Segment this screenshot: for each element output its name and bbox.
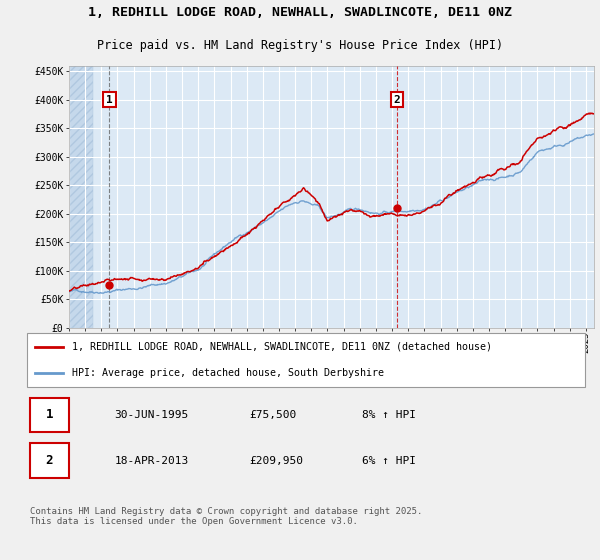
- Text: 2: 2: [46, 454, 53, 467]
- Text: £75,500: £75,500: [250, 410, 297, 420]
- Text: HPI: Average price, detached house, South Derbyshire: HPI: Average price, detached house, Sout…: [72, 368, 384, 378]
- Text: £209,950: £209,950: [250, 455, 304, 465]
- Text: 1, REDHILL LODGE ROAD, NEWHALL, SWADLINCOTE, DE11 0NZ: 1, REDHILL LODGE ROAD, NEWHALL, SWADLINC…: [88, 6, 512, 20]
- Text: 1: 1: [46, 408, 53, 421]
- Text: 18-APR-2013: 18-APR-2013: [114, 455, 188, 465]
- Text: 8% ↑ HPI: 8% ↑ HPI: [362, 410, 416, 420]
- Text: Price paid vs. HM Land Registry's House Price Index (HPI): Price paid vs. HM Land Registry's House …: [97, 39, 503, 53]
- Text: 1, REDHILL LODGE ROAD, NEWHALL, SWADLINCOTE, DE11 0NZ (detached house): 1, REDHILL LODGE ROAD, NEWHALL, SWADLINC…: [72, 342, 492, 352]
- Text: 2: 2: [394, 95, 400, 105]
- Text: Contains HM Land Registry data © Crown copyright and database right 2025.
This d: Contains HM Land Registry data © Crown c…: [29, 507, 422, 526]
- Text: 6% ↑ HPI: 6% ↑ HPI: [362, 455, 416, 465]
- FancyBboxPatch shape: [29, 398, 69, 432]
- FancyBboxPatch shape: [29, 444, 69, 478]
- Text: 30-JUN-1995: 30-JUN-1995: [114, 410, 188, 420]
- Text: 1: 1: [106, 95, 113, 105]
- FancyBboxPatch shape: [27, 333, 585, 387]
